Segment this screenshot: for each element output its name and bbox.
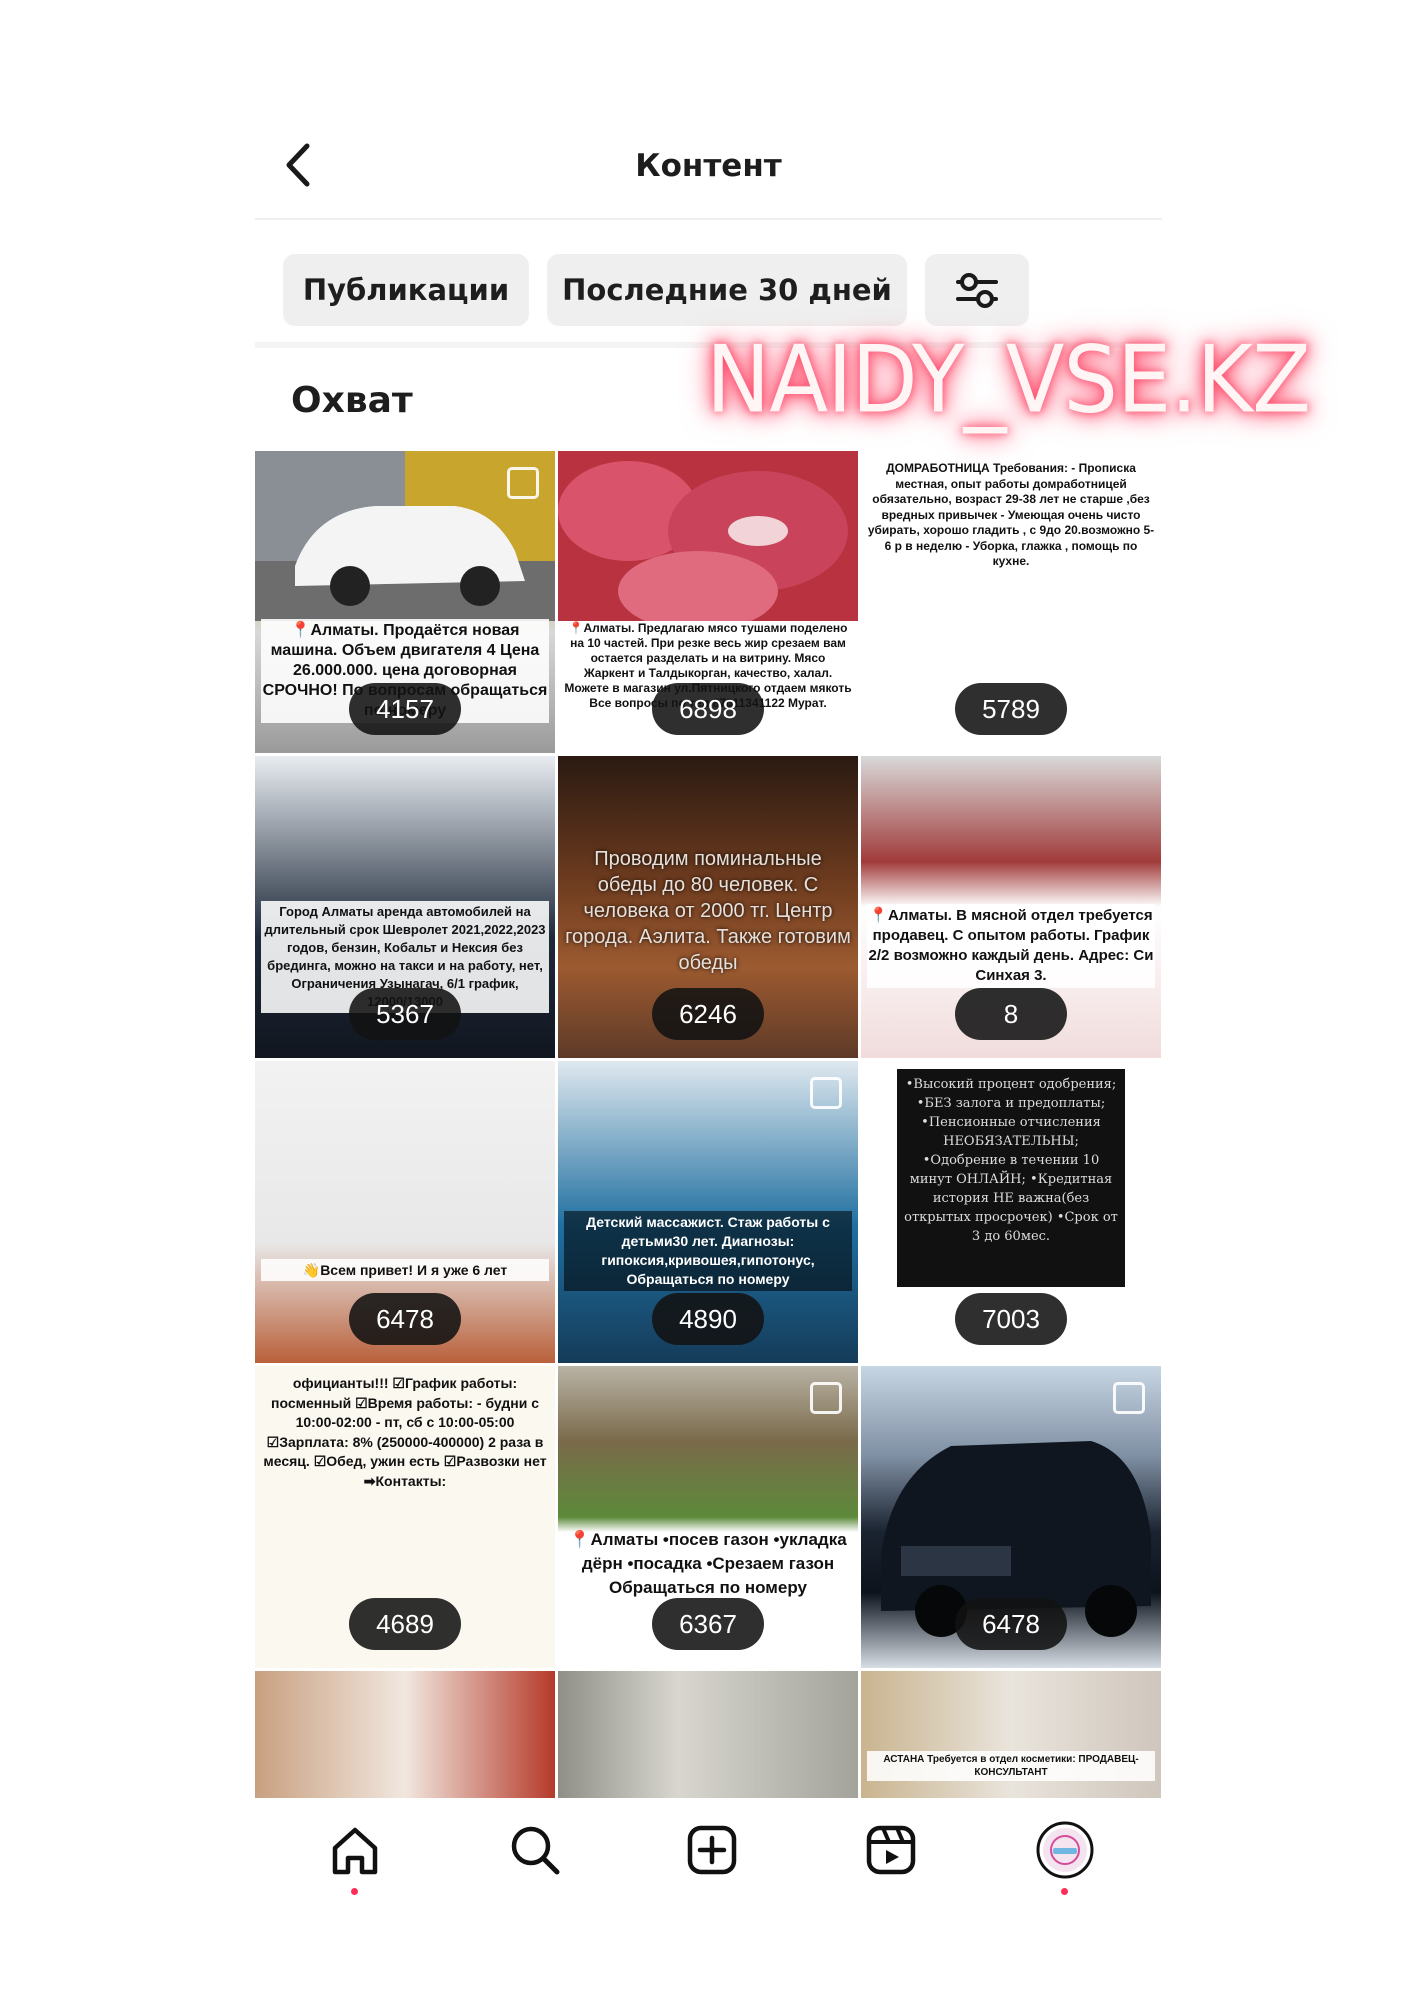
carousel-icon [810,1382,842,1414]
plus-square-icon [687,1825,737,1875]
post-caption: официанты!!! ☑График работы: посменный ☑… [263,1375,547,1489]
carousel-icon [507,467,539,499]
post-caption [261,1677,549,1681]
reach-count: 7003 [955,1293,1067,1345]
reach-count: 5367 [349,988,461,1040]
carousel-icon [1113,1382,1145,1414]
carousel-icon [810,1077,842,1109]
post-tile[interactable]: •Высокий процент одобрения; •БЕЗ залога … [861,1061,1161,1363]
publications-filter-button[interactable]: Публикации [283,254,529,326]
post-caption: 📍Алматы. В мясной отдел требуется продав… [867,904,1155,988]
post-caption: 📍Алматы •посев газон •укладка дёрн •поса… [569,1530,847,1597]
phone-screen: Контент Публикации Последние 30 дней Охв… [255,90,1162,1910]
post-tile[interactable]: 6478 [861,1366,1161,1668]
post-tile[interactable]: ДОМРАБОТНИЦА Требования: - Прописка мест… [861,451,1161,753]
notification-dot [351,1888,358,1895]
nav-create[interactable] [682,1820,742,1880]
post-caption: 👋Всем привет! И я уже 6 лет [261,1259,549,1281]
notification-dot [1061,1888,1068,1895]
post-caption: •Высокий процент одобрения; •БЕЗ залога … [904,1077,1118,1244]
post-tile[interactable]: 📍Алматы •посев газон •укладка дёрн •поса… [558,1366,858,1668]
sliders-icon [956,273,998,308]
reach-count: 4157 [349,683,461,735]
post-caption: АСТАНА Требуется в отдел косметики: ПРОД… [867,1751,1155,1781]
suv-image [881,1441,1151,1637]
nav-reels[interactable] [861,1820,921,1880]
post-tile[interactable]: официанты!!! ☑График работы: посменный ☑… [255,1366,555,1668]
car-image [255,451,555,621]
watermark: NAIDY_VSE.KZ [706,326,1311,434]
top-bar: Контент [255,90,1162,220]
post-caption: Детский массажист. Стаж работы с детьми3… [564,1211,852,1291]
nav-search[interactable] [505,1820,565,1880]
post-tile[interactable]: Детский массажист. Стаж работы с детьми3… [558,1061,858,1363]
reels-icon [866,1825,916,1875]
post-tile[interactable]: АСТАНА Требуется в отдел косметики: ПРОД… [861,1671,1161,1799]
bottom-navigation [255,1798,1162,1910]
post-tile[interactable]: Проводим поминальные обеды до 80 человек… [558,756,858,1058]
post-tile[interactable]: 📍Алматы. Продаётся новая машина. Объем д… [255,451,555,753]
reach-count: 6478 [955,1598,1067,1650]
reach-count: 6478 [349,1293,461,1345]
settings-filter-button[interactable] [925,254,1029,326]
post-tile[interactable] [558,1671,858,1799]
avatar [1036,1821,1094,1879]
reach-count: 6367 [652,1598,764,1650]
post-caption: Проводим поминальные обеды до 80 человек… [565,848,851,974]
nav-home[interactable] [325,1820,385,1895]
post-caption [564,1677,852,1681]
post-tile[interactable] [255,1671,555,1799]
page-title: Контент [635,148,782,184]
reach-count: 4689 [349,1598,461,1650]
ad-panel [897,1069,1125,1287]
post-tile[interactable]: 👋Всем привет! И я уже 6 лет 6478 [255,1061,555,1363]
post-tile[interactable]: 📍Алматы. Предлагаю мясо тушами поделено … [558,451,858,753]
period-filter-button[interactable]: Последние 30 дней [547,254,907,326]
section-title: Охват [291,380,413,421]
home-icon [332,1827,378,1875]
reach-count: 8 [955,988,1067,1040]
post-caption [867,1376,1155,1380]
chevron-left-icon [286,143,310,187]
meat-image [558,451,858,621]
nav-profile[interactable] [1035,1820,1095,1895]
post-tile[interactable]: Город Алматы аренда автомобилей на длите… [255,756,555,1058]
reach-count: 5789 [955,683,1067,735]
search-icon [511,1826,560,1875]
reach-count: 4890 [652,1293,764,1345]
back-button[interactable] [279,140,319,190]
filter-bar: Публикации Последние 30 дней [255,218,1162,348]
post-caption: ДОМРАБОТНИЦА Требования: - Прописка мест… [867,461,1155,568]
reach-count: 6898 [652,683,764,735]
reach-count: 6246 [652,988,764,1040]
post-tile[interactable]: 📍Алматы. В мясной отдел требуется продав… [861,756,1161,1058]
